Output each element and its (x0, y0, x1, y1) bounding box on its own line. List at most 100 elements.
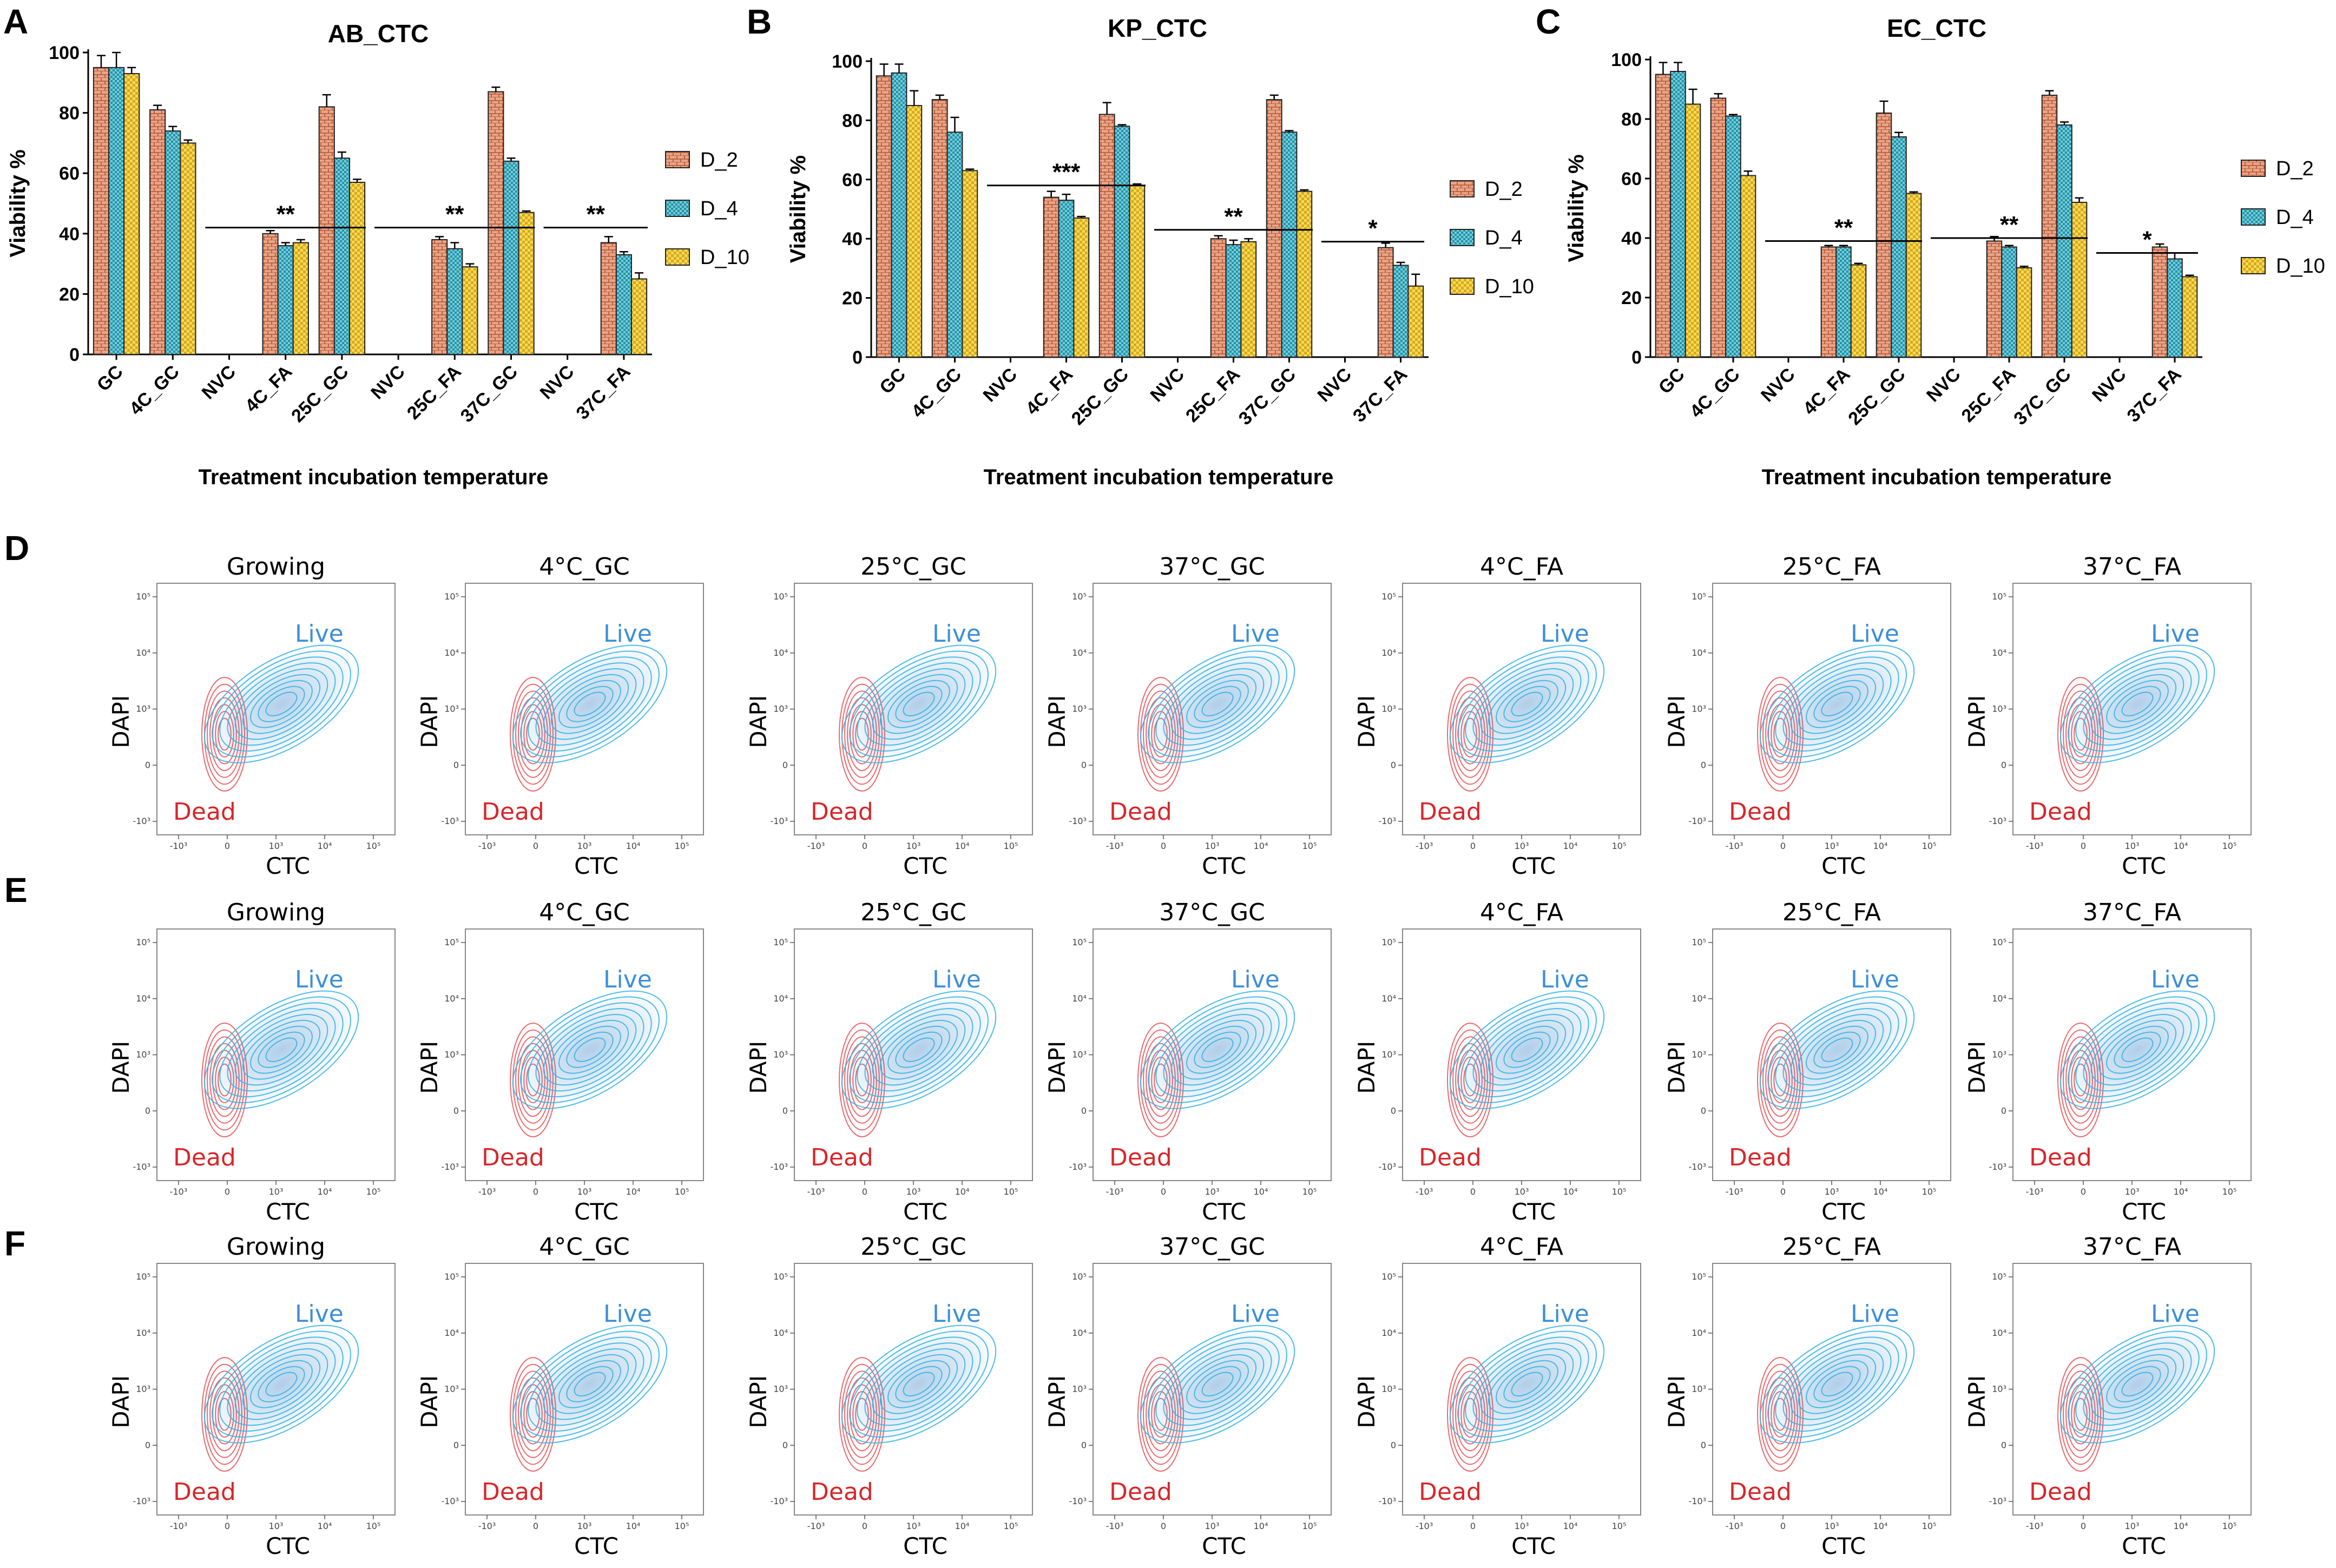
live-contour (1496, 680, 1558, 728)
x-axis-label: CTC (266, 853, 310, 879)
bar-d_4 (891, 72, 907, 358)
x-axis-label: CTC (266, 1198, 310, 1225)
y-tick-label: 0 (453, 1440, 459, 1450)
y-axis-label: DAPI (1964, 1375, 1990, 1428)
bar-d_4 (1725, 115, 1741, 358)
live-contour (2114, 686, 2161, 722)
live-contour (2059, 990, 2215, 1109)
bar-d_10 (2071, 202, 2088, 358)
significance-label: ** (2000, 212, 2019, 238)
live-label: Live (295, 620, 344, 648)
live-contour (574, 1372, 606, 1396)
bar-d_4 (2001, 246, 2017, 358)
live-contour (2121, 691, 2154, 716)
y-tick-label: 60 (59, 163, 80, 184)
x-tick-label: -10³ (478, 1521, 496, 1531)
x-axis-label: CTC (1202, 1198, 1246, 1225)
x-tick-label: 10⁴ (318, 1187, 332, 1197)
y-tick-label: 40 (59, 224, 80, 245)
y-tick-label: 0 (782, 1440, 788, 1450)
x-axis-label: CTC (574, 1198, 618, 1225)
y-axis-label: Viability % (786, 155, 810, 263)
live-contour (864, 662, 973, 746)
x-axis-label: CTC (1511, 1198, 1556, 1225)
flow-plot-title: 37°C_GC (1159, 1233, 1265, 1261)
x-tick-label: 10⁴ (955, 1521, 970, 1531)
x-tick-label: 10⁴ (1873, 1521, 1888, 1531)
y-tick-label: 10⁴ (1692, 648, 1706, 658)
legend-swatch-d_2 (665, 151, 690, 168)
x-axis-label: CTC (1821, 1533, 1866, 1559)
live-density (512, 645, 667, 763)
live-label: Live (1541, 966, 1589, 993)
dead-label: Dead (1729, 1478, 1792, 1506)
chart-title: AB_CTC (328, 19, 429, 48)
legend-label-d_2: D_2 (700, 149, 738, 172)
live-contour (1813, 686, 1861, 722)
x-axis-label: CTC (1511, 853, 1556, 879)
live-contour (1503, 1366, 1551, 1402)
live-contour (864, 1008, 973, 1092)
live-contour (528, 656, 652, 752)
y-tick-label: 10³ (136, 704, 150, 714)
x-tick-label: -10³ (2026, 841, 2044, 851)
bar-d_10 (1684, 103, 1701, 358)
y-axis-label: DAPI (108, 1041, 134, 1094)
live-density (1760, 1325, 1914, 1443)
live-contour (258, 1366, 305, 1402)
live-contour (558, 1025, 621, 1074)
live-contour (1798, 674, 1877, 734)
live-contour (1798, 1019, 1877, 1080)
live-density (1760, 991, 1914, 1109)
y-axis-label: DAPI (1353, 1375, 1380, 1428)
live-contour (2075, 1002, 2200, 1098)
dead-label: Dead (173, 798, 236, 826)
y-tick-label: -10³ (1688, 1496, 1706, 1506)
flow-plot-f-7: 37°C_FA 10⁵ 10⁴ 10³ 0 -10³ -10³ 0 10³ 10⁴ 10⁵ DAPI C… (1964, 1233, 2252, 1559)
x-axis-label: CTC (1821, 1198, 1866, 1225)
live-contour (1140, 1325, 1295, 1444)
y-axis-label: DAPI (416, 1041, 443, 1094)
x-tick-label: -10³ (170, 1521, 188, 1531)
x-tick-label: 10⁵ (2222, 1521, 2237, 1531)
live-contour (2106, 1360, 2169, 1408)
y-tick-label: 10⁵ (1992, 1271, 2006, 1282)
y-tick-label: 10⁴ (1072, 648, 1087, 658)
live-contour (1503, 686, 1551, 722)
live-contour (227, 1008, 336, 1092)
y-tick-label: 10⁵ (1381, 937, 1396, 947)
live-contour (550, 1354, 629, 1414)
live-contour (841, 1325, 997, 1444)
live-density (1760, 645, 1914, 763)
dead-label: Dead (1729, 1144, 1792, 1171)
y-axis-label: DAPI (1044, 1041, 1070, 1094)
flow-plot-title: 37°C_FA (2083, 899, 2181, 926)
bar-d_4 (108, 67, 125, 355)
live-contour (1178, 674, 1257, 734)
live-density (1140, 1325, 1295, 1443)
bar-d_10 (348, 181, 366, 355)
flow-plot-e-7: 37°C_FA 10⁵ 10⁴ 10³ 0 -10³ -10³ 0 10³ 10⁴ 10⁵ DAPI C… (1964, 899, 2252, 1225)
y-tick-label: 80 (1621, 109, 1642, 130)
legend-label-d_4: D_4 (1485, 227, 1523, 249)
x-tick-label: -10³ (1106, 1187, 1124, 1197)
live-contour (212, 996, 351, 1103)
flow-plot-d-7: 37°C_FA 10⁵ 10⁴ 10³ 0 -10³ -10³ 0 10³ 10⁴ 10⁵ DAPI C… (1964, 553, 2252, 879)
live-contour (2106, 680, 2169, 728)
live-contour (535, 1008, 644, 1092)
y-tick-label: 10⁴ (444, 1328, 459, 1338)
flow-plot-f-4: 37°C_GC 10⁵ 10⁴ 10³ 0 -10³ -10³ 0 10³ 10⁴ 10⁵ DAPI C… (1044, 1233, 1332, 1559)
live-contour (2059, 644, 2215, 763)
legend-label-d_4: D_4 (700, 197, 738, 220)
live-contour (1194, 1031, 1241, 1068)
flow-plot-title: 37°C_FA (2083, 553, 2181, 581)
y-tick-label: 10⁵ (1992, 591, 2006, 602)
dead-label: Dead (811, 798, 873, 826)
x-tick-label: 10⁴ (626, 841, 641, 851)
live-contour (550, 1019, 629, 1080)
live-contour (520, 996, 660, 1103)
live-contour (1201, 691, 1234, 716)
flow-plot-title: 25°C_FA (1782, 553, 1881, 581)
live-contour (1449, 644, 1605, 763)
y-tick-label: 0 (1391, 1440, 1396, 1450)
